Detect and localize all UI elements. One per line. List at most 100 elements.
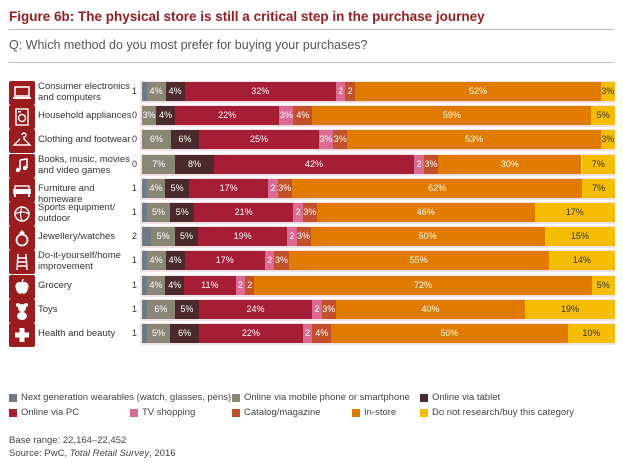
legend-label: TV shopping [142,407,196,418]
bar-segment: 52% [354,82,601,101]
bar-segment: 15% [544,227,615,247]
bar-segment: 3% [600,82,615,101]
bar-segment: 3% [279,106,294,126]
bar-segment: 59% [312,106,592,126]
bar-segment: 17% [184,251,265,271]
bar-segment: 50% [331,324,568,343]
legend-swatch [9,409,17,417]
category-label: Grocery [38,279,72,291]
bar-segment: 2 [414,154,424,174]
bar-segment: 2 [265,251,275,271]
bar-segment: 3% [274,251,289,271]
bar-segment: 4% [146,275,166,295]
bar-segment: 3% [142,106,157,126]
bar-segment: 7% [581,154,615,174]
source-note: Source: PwC, Total Retail Survey, 2016 [9,448,176,459]
legend-swatch [9,394,17,402]
bar-segment: 10% [567,324,615,343]
category-label: Jewellery/watches [38,231,116,243]
legend-swatch [232,409,240,417]
bar-segment: 5% [591,275,615,295]
category-label: Consumer electronics and computers [38,81,130,103]
bar-segment: 7% [142,154,176,174]
bar-segment: 30% [438,154,582,174]
bar-segment: 22% [198,324,303,343]
bar-segment: 5% [170,203,195,222]
bar-segment: 7% [582,178,615,198]
bar-segment: 62% [291,178,583,198]
wearables-value-label: 0 [131,158,137,169]
ladder-icon [9,250,35,275]
bar-segment: 2 [345,82,355,101]
wearables-value-label: 1 [131,207,137,217]
bar-segment: 2 [268,178,278,198]
music-note-icon [9,153,35,178]
category-label: Clothing and footwear [38,134,131,146]
apple-icon [9,274,35,299]
bar-segment: 4% [165,251,185,271]
category-label: Furniture and homeware [38,182,95,205]
bar-segment: 24% [198,299,313,319]
bar-segment: 2 [312,299,322,319]
category-label: Toys [38,303,58,315]
bar-segment: 22% [175,106,280,126]
bar-segment: 5% [174,227,199,247]
legend-swatch [420,394,428,402]
bar-segment: 3% [333,130,348,150]
legend-label: Online via tablet [432,392,501,403]
bar-segment: 72% [254,275,592,295]
question-divider [9,62,614,63]
bar-segment: 5% [591,106,615,126]
bar-segment: 14% [548,251,615,271]
bar-segment: 17% [534,203,615,222]
bar-segment: 8% [175,154,214,174]
bar-segment: 19% [198,227,288,247]
bar-segment: 3% [296,227,311,247]
bar-segment: 5% [146,203,171,222]
legend-label: Do not research/buy this category [432,407,575,418]
washing-machine-icon [9,105,35,130]
bar-segment: 40% [335,299,526,319]
bar-segment: 2 [235,275,246,295]
bar-segment: 4% [165,82,185,101]
bar-segment: 4% [312,324,332,343]
bar-segment: 4% [146,251,166,271]
bar-segment: 50% [310,227,545,247]
bar-segment: 3% [423,154,439,174]
bar-segment: 55% [288,251,549,271]
bar-segment: 2 [287,227,297,247]
legend-label: In-store [364,407,397,418]
source-suffix: , 2016 [149,448,176,459]
bar-segment: 2 [245,275,255,295]
bar-segment [142,203,147,222]
legend-swatch [232,394,240,402]
bar-segment: 3% [321,299,336,319]
bar-segment: 4% [146,178,166,198]
computer-icon [9,81,35,105]
teddy-bear-icon [9,298,35,323]
wearables-value-label: 2 [131,231,137,242]
bar-segment: 42% [213,154,415,174]
category-label: Household appliances [38,110,132,122]
bar-segment: 11% [184,275,236,295]
bar-segment [142,227,152,247]
bar-segment: 4% [293,106,313,126]
bar-segment [142,324,147,343]
legend-swatch [130,409,138,417]
bar-segment: 5% [151,227,175,247]
bar-segment: 2 [302,324,313,343]
bar-segment [142,82,147,101]
bar-segment: 6% [142,130,171,150]
legend-label: Next generation wearables (watch, glasse… [21,392,232,403]
bar-segment: 4% [156,106,176,126]
bar-segment: 5% [146,324,171,343]
legend-swatch [352,409,360,417]
bar-segment: 3% [302,203,317,222]
bar-segment [142,178,147,198]
wearables-value-label: 1 [131,303,137,314]
legend-swatch [420,409,428,417]
source-title: Total Retail Survey [69,448,150,459]
bar-segment: 2 [335,82,346,101]
bar-segment: 25% [199,130,319,150]
